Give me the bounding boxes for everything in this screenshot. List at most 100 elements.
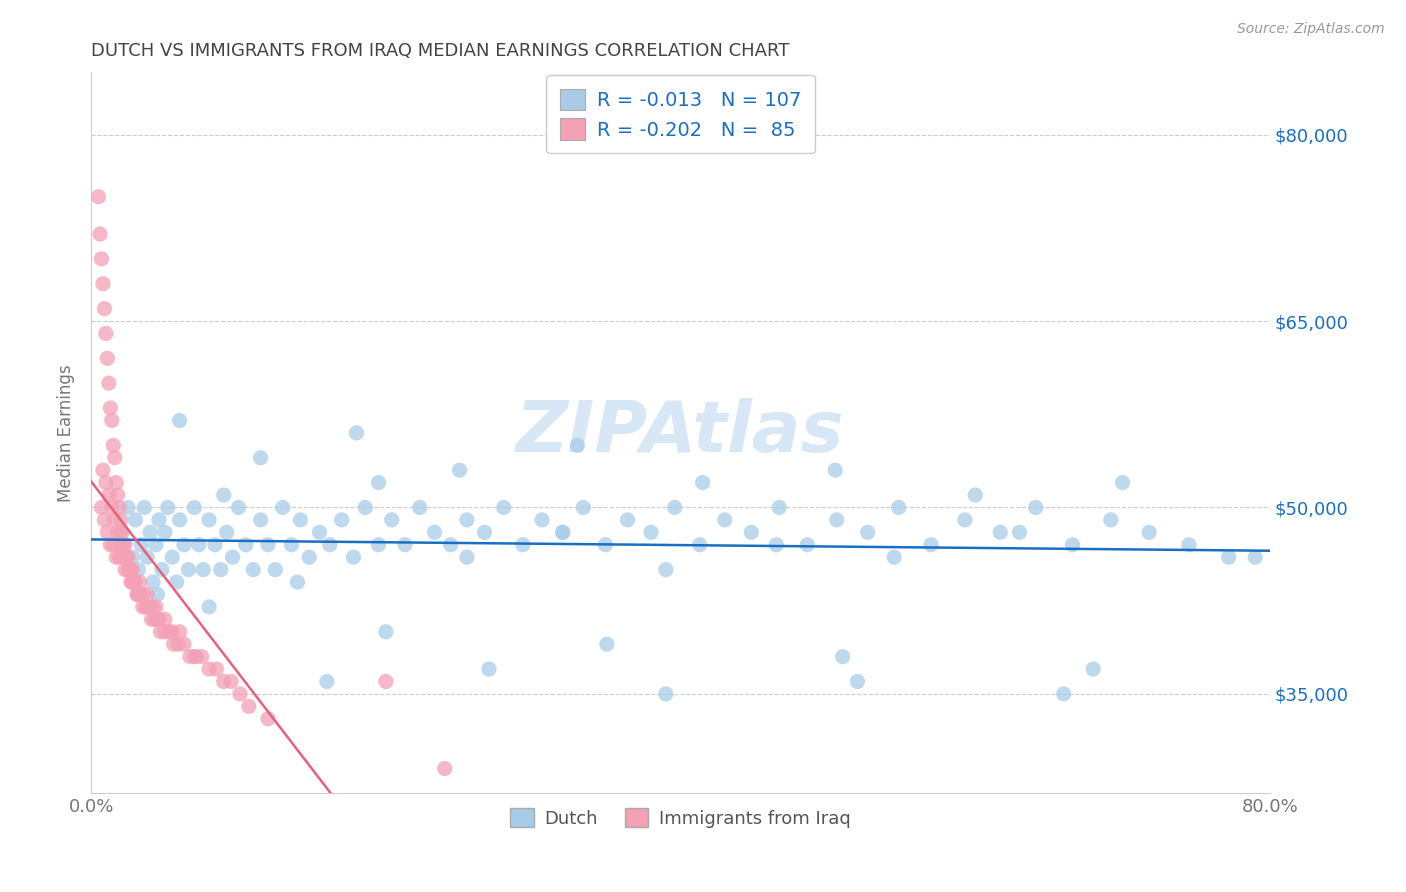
Point xyxy=(173,637,195,651)
Point xyxy=(616,513,638,527)
Point xyxy=(768,500,790,515)
Point xyxy=(142,599,165,614)
Point xyxy=(298,550,321,565)
Point xyxy=(204,538,226,552)
Point xyxy=(308,525,330,540)
Point xyxy=(595,538,617,552)
Point xyxy=(280,538,302,552)
Point xyxy=(381,513,404,527)
Point xyxy=(567,438,589,452)
Point xyxy=(169,624,191,639)
Point xyxy=(135,599,157,614)
Point xyxy=(664,500,686,515)
Point xyxy=(319,538,342,552)
Point xyxy=(551,525,574,540)
Point xyxy=(157,624,180,639)
Legend: Dutch, Immigrants from Iraq: Dutch, Immigrants from Iraq xyxy=(503,801,858,835)
Point xyxy=(179,649,201,664)
Point xyxy=(264,563,287,577)
Point xyxy=(1053,687,1076,701)
Point xyxy=(124,513,146,527)
Point xyxy=(120,575,142,590)
Point xyxy=(187,538,209,552)
Point xyxy=(156,500,179,515)
Point xyxy=(449,463,471,477)
Point xyxy=(316,674,339,689)
Point xyxy=(114,563,136,577)
Point xyxy=(367,475,389,490)
Point xyxy=(127,563,149,577)
Point xyxy=(287,575,309,590)
Text: DUTCH VS IMMIGRANTS FROM IRAQ MEDIAN EARNINGS CORRELATION CHART: DUTCH VS IMMIGRANTS FROM IRAQ MEDIAN EAR… xyxy=(91,42,790,60)
Point xyxy=(97,488,120,502)
Point xyxy=(124,575,146,590)
Point xyxy=(198,662,221,676)
Point xyxy=(1008,525,1031,540)
Point xyxy=(145,599,167,614)
Point xyxy=(136,550,159,565)
Point xyxy=(257,538,280,552)
Point xyxy=(132,599,155,614)
Point xyxy=(740,525,762,540)
Point xyxy=(330,513,353,527)
Point xyxy=(146,612,169,626)
Point xyxy=(492,500,515,515)
Point xyxy=(394,538,416,552)
Point xyxy=(98,401,121,415)
Point xyxy=(108,550,131,565)
Point xyxy=(433,762,456,776)
Point xyxy=(342,550,364,565)
Point xyxy=(173,538,195,552)
Point xyxy=(127,587,149,601)
Point xyxy=(531,513,554,527)
Point xyxy=(97,376,120,391)
Point xyxy=(120,563,142,577)
Point xyxy=(354,500,377,515)
Point xyxy=(257,712,280,726)
Point xyxy=(1244,550,1267,565)
Point xyxy=(129,538,152,552)
Point xyxy=(91,463,114,477)
Text: ZIPAtlas: ZIPAtlas xyxy=(516,399,845,467)
Point xyxy=(103,438,125,452)
Point xyxy=(190,649,212,664)
Point xyxy=(115,550,138,565)
Point xyxy=(118,563,141,577)
Point xyxy=(96,351,118,366)
Point xyxy=(177,563,200,577)
Point xyxy=(107,525,129,540)
Point xyxy=(238,699,260,714)
Point xyxy=(423,525,446,540)
Point xyxy=(150,563,173,577)
Point xyxy=(105,550,128,565)
Point xyxy=(122,575,145,590)
Point xyxy=(796,538,818,552)
Point xyxy=(148,612,170,626)
Point xyxy=(212,488,235,502)
Point xyxy=(1062,538,1084,552)
Point xyxy=(149,624,172,639)
Point xyxy=(1081,662,1104,676)
Point xyxy=(142,575,165,590)
Point xyxy=(215,525,238,540)
Point xyxy=(110,525,132,540)
Point xyxy=(153,624,176,639)
Point xyxy=(689,538,711,552)
Point xyxy=(440,538,463,552)
Point xyxy=(132,587,155,601)
Point xyxy=(89,227,111,241)
Point xyxy=(1025,500,1047,515)
Point xyxy=(166,575,188,590)
Point xyxy=(228,500,250,515)
Y-axis label: Median Earnings: Median Earnings xyxy=(58,364,75,501)
Point xyxy=(101,413,124,427)
Point xyxy=(374,624,396,639)
Point xyxy=(128,575,150,590)
Point xyxy=(824,463,846,477)
Point xyxy=(640,525,662,540)
Point xyxy=(90,252,112,266)
Point xyxy=(184,649,207,664)
Point xyxy=(271,500,294,515)
Point xyxy=(117,500,139,515)
Point xyxy=(153,612,176,626)
